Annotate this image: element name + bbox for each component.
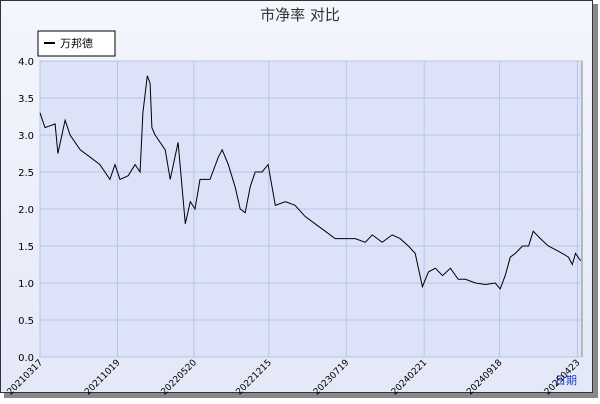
series-line (39, 75, 582, 290)
legend-label: 万邦德 (60, 36, 93, 50)
y-tick-label: 1.0 (18, 279, 34, 290)
y-tick-label: 0.0 (18, 353, 34, 364)
legend (37, 30, 116, 57)
y-tick-label: 3.5 (18, 94, 34, 105)
y-tick-label: 4.0 (18, 57, 34, 68)
y-tick-label: 3.0 (18, 131, 34, 142)
y-tick-label: 0.5 (18, 316, 34, 327)
shadow (4, 393, 598, 398)
shadow (593, 4, 598, 396)
chart-title: 市净率 对比 (260, 6, 340, 24)
y-tick-label: 2.0 (18, 205, 34, 216)
x-axis-label: 日期 (555, 374, 577, 387)
y-tick-label: 1.5 (18, 242, 34, 253)
y-tick-label: 2.5 (18, 168, 34, 179)
